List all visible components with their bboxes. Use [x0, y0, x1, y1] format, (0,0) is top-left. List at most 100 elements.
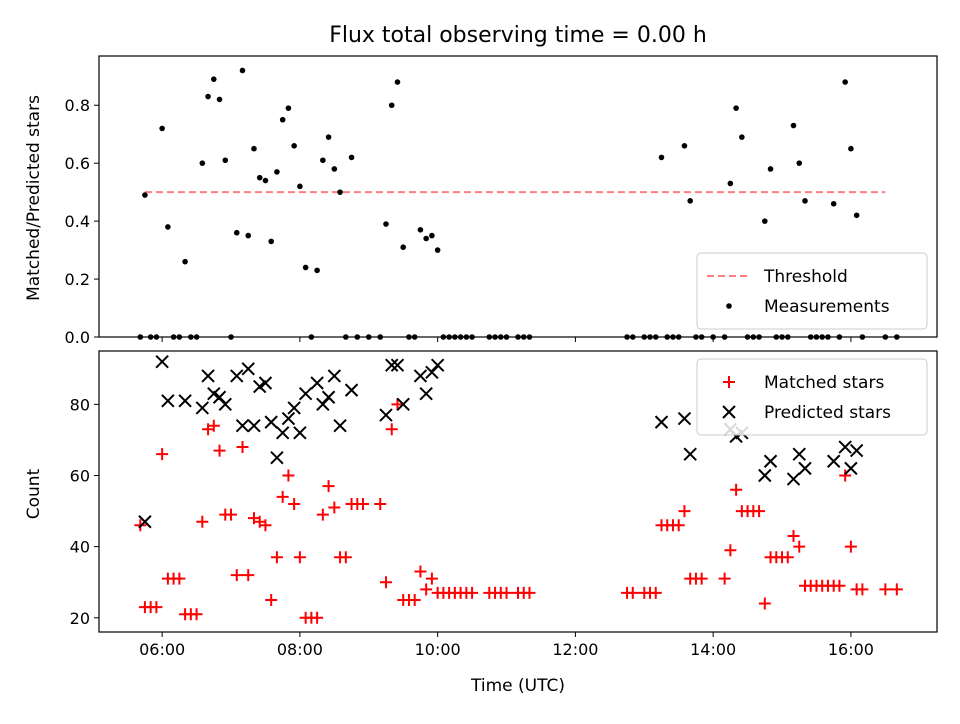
top-legend: Threshold Measurements: [696, 252, 928, 330]
measurement-point: [222, 157, 229, 164]
measurement-point: [790, 122, 797, 129]
predicted-stars-marker: [419, 386, 433, 401]
matched-stars-marker: [339, 551, 352, 564]
predicted-stars-marker: [178, 394, 192, 408]
bottom-y-tick-label: 40: [70, 538, 90, 557]
matched-stars-marker: [758, 597, 771, 610]
legend-label: Threshold: [763, 267, 848, 287]
measurement-point: [388, 102, 395, 109]
legend-box: [696, 252, 928, 330]
matched-stars-marker: [328, 501, 341, 514]
matched-stars-marker: [414, 565, 427, 578]
predicted-stars-marker: [235, 418, 250, 433]
measurement-point: [256, 174, 263, 181]
predicted-stars-marker: [161, 394, 175, 408]
predicted-stars-marker: [786, 472, 801, 486]
matched-stars-marker: [787, 529, 800, 542]
predicted-stars-marker: [344, 383, 359, 397]
matched-stars-marker: [322, 480, 335, 493]
legend-label: Matched stars: [764, 373, 884, 393]
matched-stars-marker: [293, 551, 306, 564]
measurement-point: [291, 143, 297, 149]
matched-stars-marker: [316, 508, 329, 521]
bottom-y-tick-label: 20: [70, 609, 90, 628]
measurement-point: [314, 267, 320, 274]
bottom-axes-frame: [98, 350, 938, 633]
predicted-stars-marker: [430, 358, 445, 372]
predicted-stars-marker: [138, 515, 152, 529]
predicted-stars-marker: [287, 401, 301, 415]
measurement-point: [337, 189, 343, 195]
top-plot-area: 0.0 0.2 0.4 0.6 0.8 Threshold Measurements: [65, 55, 938, 347]
measurement-point: [199, 160, 206, 166]
predicted-stars-marker: [298, 386, 313, 401]
top-y-tick-label: 0.2: [65, 270, 90, 289]
matched-stars-marker: [391, 398, 404, 411]
matched-stars-marker: [793, 540, 806, 553]
measurement-point: [239, 67, 246, 74]
predicted-stars-marker: [413, 369, 428, 383]
measurement-point: [233, 229, 240, 236]
measurement-point: [159, 125, 165, 132]
predicted-stars-marker: [763, 454, 778, 468]
matched-stars-marker: [879, 583, 892, 596]
matched-stars-marker: [466, 586, 479, 599]
top-y-axis-label: Matched/Predicted stars: [24, 95, 44, 301]
predicted-stars-marker: [385, 358, 399, 372]
x-tick-label: 12:00: [552, 640, 598, 659]
measurement-point: [325, 134, 332, 140]
matched-stars-marker: [500, 586, 513, 599]
bottom-y-tick-label: 80: [70, 395, 90, 414]
measurement-point: [348, 154, 355, 161]
matched-stars-marker: [150, 601, 163, 614]
top-y-tick-label: 0.4: [65, 212, 90, 231]
matched-stars-marker: [420, 583, 433, 596]
predicted-stars-marker: [654, 415, 669, 429]
measurement-point: [285, 105, 292, 111]
measurement-point: [279, 116, 286, 123]
matched-stars-marker: [265, 593, 278, 606]
measurement-point: [842, 79, 848, 85]
legend-box: [696, 358, 928, 436]
predicted-stars-marker: [201, 369, 215, 383]
measurement-point: [142, 192, 148, 198]
legend-measurement-swatch: [726, 303, 732, 309]
measurement-point: [182, 258, 188, 265]
matched-stars-marker: [288, 497, 301, 510]
matched-stars-marker: [156, 448, 169, 461]
measurement-point: [733, 105, 739, 111]
predicted-stars-marker: [264, 415, 278, 429]
legend-predicted-swatch: [722, 405, 736, 419]
matched-stars-marker: [408, 593, 421, 606]
predicted-stars-marker: [327, 369, 342, 383]
predicted-stars-marker: [396, 397, 410, 412]
chart-title: Flux total observing time = 0.00 h: [329, 23, 707, 48]
measurement-point: [767, 166, 774, 172]
measurement-point: [762, 218, 768, 224]
measurement-point: [423, 235, 429, 242]
predicted-stars-marker: [155, 354, 169, 369]
matched-stars-marker: [425, 572, 438, 585]
measurement-point: [739, 134, 745, 140]
predicted-stars-marker: [677, 411, 692, 426]
predicted-stars-marker: [379, 408, 393, 422]
predicted-stars-marker: [844, 461, 858, 476]
x-tick-label: 06:00: [139, 640, 185, 659]
predicted-stars-marker: [218, 397, 232, 412]
measurement-point: [687, 198, 693, 204]
bottom-y-tick-label: 60: [70, 466, 90, 485]
measurement-point: [262, 177, 269, 184]
measurement-point: [302, 264, 309, 271]
matched-stars-marker: [678, 505, 691, 518]
matched-stars-marker: [374, 497, 387, 510]
matched-stars-marker: [379, 576, 392, 589]
predicted-stars-marker: [683, 447, 697, 461]
matched-stars-marker: [190, 608, 203, 621]
matched-stars-marker: [357, 497, 370, 510]
predicted-stars-marker: [258, 376, 273, 390]
matched-stars-marker: [236, 441, 249, 454]
top-axes-frame: [98, 55, 938, 338]
matched-stars-marker: [311, 611, 324, 624]
bottom-plot-area: 06:00 08:00 10:00 12:00 14:00 16:00 20 40 60 80 Ma…: [70, 350, 938, 659]
